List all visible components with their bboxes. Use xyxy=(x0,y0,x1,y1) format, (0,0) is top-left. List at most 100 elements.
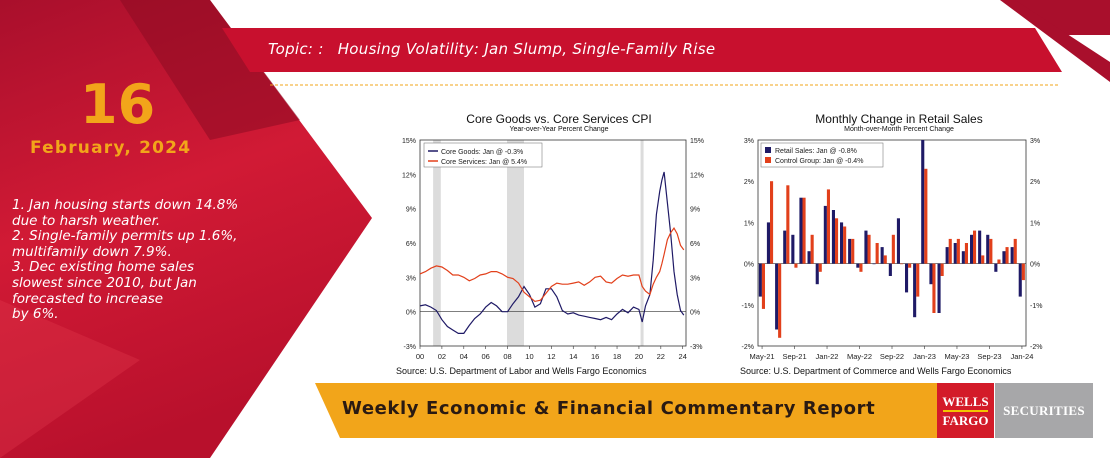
x-tick-label: 10 xyxy=(525,352,533,361)
left-dark-facet xyxy=(120,0,300,140)
charts-panel: Core Goods vs. Core Services CPI Year-ov… xyxy=(394,100,1066,380)
x-tick-label: 06 xyxy=(482,352,490,361)
legend-swatch xyxy=(765,147,771,153)
legend-label: Core Services: Jan @ 5.4% xyxy=(441,159,527,166)
bar xyxy=(986,234,990,264)
bar xyxy=(826,189,830,264)
right-red-strip xyxy=(1000,0,1110,82)
bar xyxy=(953,243,957,264)
bar xyxy=(916,263,920,297)
bar xyxy=(770,181,774,264)
topic-title: Housing Volatility: Jan Slump, Single-Fa… xyxy=(337,40,716,58)
x-tick-label: 14 xyxy=(569,352,577,361)
bar xyxy=(864,230,868,264)
y-tick-label-right: 0% xyxy=(1030,262,1040,269)
bar xyxy=(945,247,949,264)
y-tick-label-right: 0% xyxy=(690,310,700,317)
bar xyxy=(794,263,798,268)
series-line xyxy=(419,226,685,303)
bar xyxy=(783,230,787,264)
chart2-subtitle: Month-over-Month Percent Change xyxy=(844,126,954,133)
summary-bullets: 1. Jan housing starts down 14.8% due to … xyxy=(12,197,302,323)
bar xyxy=(758,263,762,297)
bar xyxy=(856,263,860,268)
bar xyxy=(1002,251,1006,264)
bar xyxy=(810,234,814,264)
bar xyxy=(778,263,782,338)
bar xyxy=(859,263,863,272)
bar xyxy=(956,238,960,264)
y-tick-label-right: 15% xyxy=(690,138,704,145)
x-tick-label: 18 xyxy=(613,352,621,361)
legend-label: Core Goods: Jan @ -0.3% xyxy=(441,149,523,156)
bar xyxy=(761,263,765,309)
legend-label: Retail Sales: Jan @ -0.8% xyxy=(775,148,857,155)
bar xyxy=(802,197,806,264)
x-tick-label: 16 xyxy=(591,352,599,361)
legend-box xyxy=(760,142,884,168)
report-title: Weekly Economic & Financial Commentary R… xyxy=(342,398,876,419)
x-tick-label: 22 xyxy=(657,352,665,361)
x-tick-label: 12 xyxy=(547,352,555,361)
bar xyxy=(997,259,1001,264)
retail-sales-bar-chart: -2% -2% -1% -1% 0% 0% 1% 1% 2% 2% 3% 3% May-21 Sep-21… xyxy=(742,138,1043,361)
y-tick-label-left: 3% xyxy=(406,275,416,282)
y-tick-label-right: 6% xyxy=(690,241,700,248)
y-tick-label-right: -1% xyxy=(1030,303,1042,310)
left-light-facet xyxy=(0,300,140,458)
y-tick-label-left: 0% xyxy=(744,262,754,269)
recession-shade xyxy=(433,140,441,346)
x-tick-label: 02 xyxy=(438,352,446,361)
bar xyxy=(940,263,944,276)
bar xyxy=(970,234,974,264)
bar xyxy=(888,263,892,276)
x-tick-label: 24 xyxy=(679,352,687,361)
bar xyxy=(900,263,904,265)
bar xyxy=(994,263,998,272)
y-tick-label-right: 1% xyxy=(1030,220,1040,227)
bar xyxy=(973,230,977,264)
bar xyxy=(799,197,803,264)
bar xyxy=(891,234,895,264)
bar xyxy=(840,222,844,264)
bar xyxy=(981,255,985,264)
wells-fargo-logo: WELLS FARGO xyxy=(937,383,994,438)
bar xyxy=(978,230,982,264)
bar xyxy=(932,263,936,313)
y-tick-label-right: 12% xyxy=(690,172,704,179)
topic-banner xyxy=(222,28,1062,72)
bullet-item: 1. Jan housing starts down 14.8% due to … xyxy=(12,197,239,229)
bar xyxy=(875,243,879,264)
bar xyxy=(883,255,887,264)
y-tick-label-right: 3% xyxy=(690,275,700,282)
y-tick-label-left: 15% xyxy=(402,138,416,145)
bar xyxy=(786,185,790,264)
y-tick-label-right: 3% xyxy=(1030,138,1040,145)
top-right-corner xyxy=(1010,0,1110,35)
recession-shade xyxy=(640,140,644,346)
series-line xyxy=(419,171,685,334)
bar xyxy=(905,263,909,293)
bar xyxy=(1018,263,1022,297)
bar xyxy=(913,263,917,318)
chart1-subtitle: Year-over-Year Percent Change xyxy=(509,126,609,133)
date-day: 16 xyxy=(80,73,156,136)
x-tick-label: Sep-22 xyxy=(880,352,904,361)
x-tick-label: 08 xyxy=(503,352,511,361)
legend-swatch xyxy=(765,157,771,163)
bar xyxy=(948,238,952,264)
y-tick-label-right: 9% xyxy=(690,207,700,214)
bar xyxy=(896,218,900,264)
bar xyxy=(807,251,811,264)
bar xyxy=(775,263,779,330)
legend-box xyxy=(423,142,543,168)
bar xyxy=(818,263,822,272)
report-banner-bg xyxy=(315,383,940,438)
bar xyxy=(908,263,912,268)
logo-line-1: WELLS xyxy=(942,393,989,409)
bar xyxy=(1013,238,1017,264)
bar xyxy=(1005,247,1009,264)
securities-logo: SECURITIES xyxy=(995,383,1093,438)
bar xyxy=(924,168,928,264)
